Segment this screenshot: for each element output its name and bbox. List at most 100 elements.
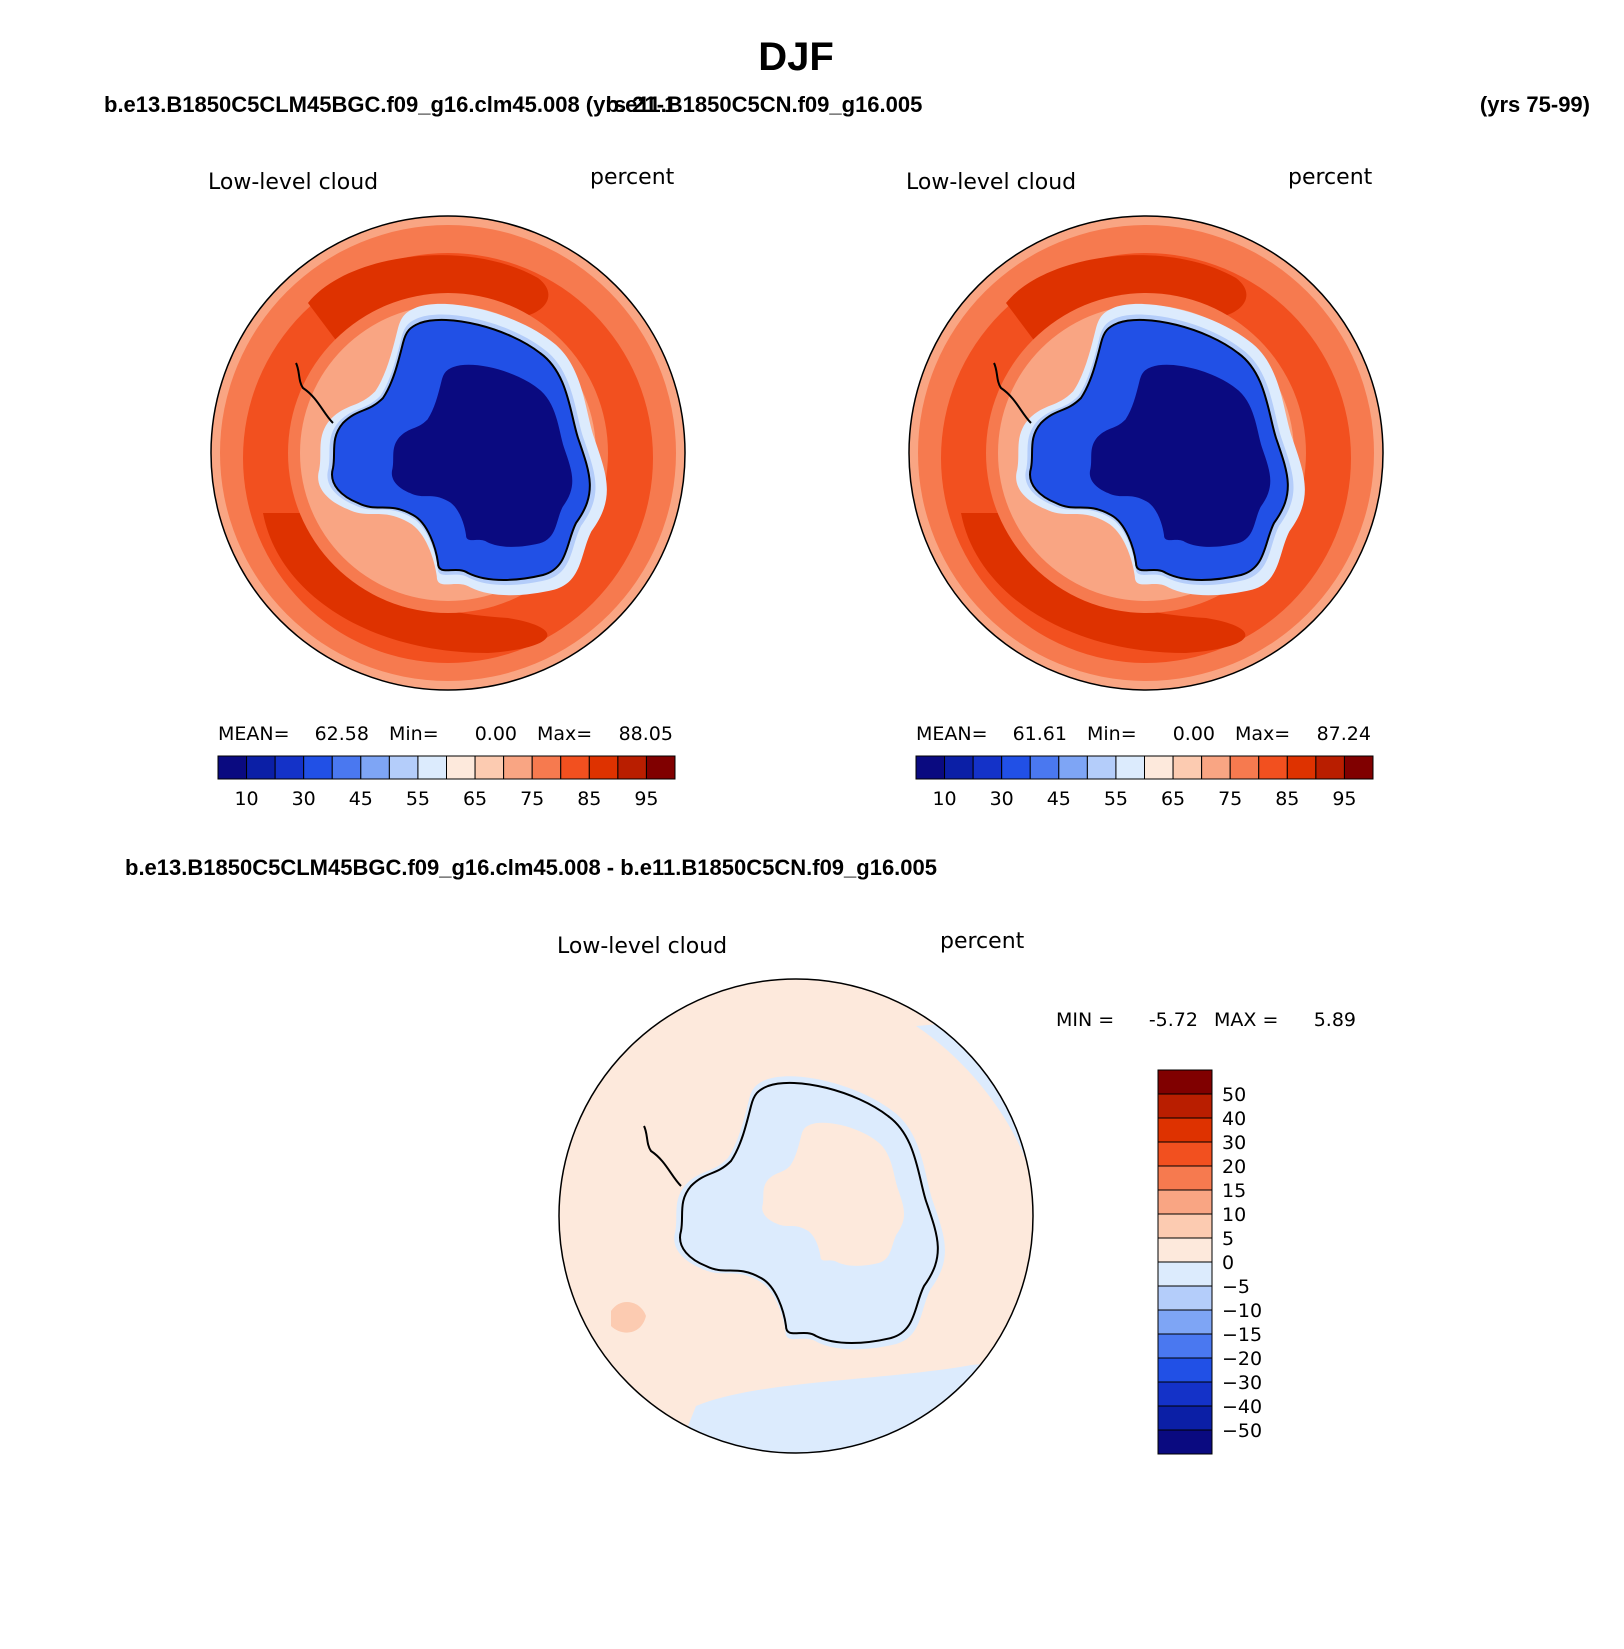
- colorbar-tick-label: 15: [1222, 1180, 1246, 1202]
- colorbar-box: [1086, 755, 1117, 780]
- colorbar-box: [1157, 1165, 1213, 1191]
- colorbar-tick-label: 65: [1161, 788, 1185, 810]
- colorbar-tick-label: 50: [1222, 1084, 1246, 1106]
- diff-panel: Low-level cloud percent MIN = -5.72 MAX …: [557, 929, 1356, 1455]
- colorbar-box: [1157, 1429, 1213, 1455]
- diff-warm-patch: [611, 1301, 646, 1333]
- colorbar-box: [274, 755, 305, 780]
- colorbar-box: [246, 755, 276, 780]
- colorbar-box: [503, 755, 533, 780]
- right-mean-value: 61.61: [1013, 723, 1067, 745]
- colorbar-tick-label: −50: [1222, 1420, 1262, 1442]
- colorbar-tick-label: 10: [234, 788, 258, 810]
- cloud-max-south: [961, 513, 1246, 653]
- colorbar-box: [617, 755, 647, 780]
- right-map-border: [908, 215, 1384, 691]
- right-colorbar: 10 30 45 55 65 75 85 95: [915, 755, 1374, 810]
- colorbar-box: [1157, 1189, 1213, 1215]
- colorbar-tick-label: 30: [990, 788, 1014, 810]
- colorbar-box: [417, 755, 447, 780]
- right-max-value: 87.24: [1317, 723, 1371, 745]
- diff-max-label: MAX =: [1214, 1009, 1278, 1031]
- left-max-value: 88.05: [619, 723, 673, 745]
- colorbar-box: [446, 755, 476, 780]
- right-years: (yrs 75-99): [1480, 92, 1590, 117]
- colorbar-box: [1157, 1357, 1213, 1383]
- colorbar-box: [915, 755, 946, 780]
- colorbar-box: [1115, 755, 1145, 780]
- left-mean-value: 62.58: [315, 723, 369, 745]
- colorbar-box: [331, 755, 362, 780]
- colorbar-tick-label: 20: [1222, 1156, 1246, 1178]
- colorbar-box: [588, 755, 619, 780]
- left-mean-label: MEAN=: [218, 723, 290, 745]
- colorbar-box: [1029, 755, 1060, 780]
- left-panel: Low-level cloud percent MEAN= 62.58 Min=…: [208, 165, 686, 810]
- colorbar-box: [1157, 1237, 1213, 1263]
- colorbar-box: [1229, 755, 1260, 780]
- colorbar-box: [1157, 1309, 1213, 1335]
- left-units-label: percent: [590, 165, 675, 190]
- colorbar-tick-label: 85: [577, 788, 601, 810]
- colorbar-box: [217, 755, 248, 780]
- colorbar-tick-label: 75: [1218, 788, 1242, 810]
- colorbar-tick-label: −40: [1222, 1396, 1262, 1418]
- right-max-label: Max=: [1235, 723, 1290, 745]
- colorbar-tick-label: −5: [1222, 1276, 1250, 1298]
- colorbar-tick-label: 10: [932, 788, 956, 810]
- left-max-label: Max=: [537, 723, 592, 745]
- diff-case-title: b.e13.B1850C5CLM45BGC.f09_g16.clm45.008 …: [125, 855, 937, 880]
- right-map-fill: [909, 216, 1383, 690]
- colorbar-box: [1157, 1141, 1213, 1167]
- colorbar-tick-label: 45: [1047, 788, 1071, 810]
- left-variable-label: Low-level cloud: [208, 170, 378, 195]
- diff-min-label: MIN =: [1056, 1009, 1114, 1031]
- diff-max-value: 5.89: [1314, 1009, 1356, 1031]
- diff-map-fill: [559, 979, 1033, 1453]
- left-min-value: 0.00: [475, 723, 517, 745]
- colorbar-tick-label: 95: [634, 788, 658, 810]
- colorbar-box: [1201, 755, 1231, 780]
- colorbar-box: [1157, 1117, 1213, 1143]
- right-min-label: Min=: [1087, 723, 1137, 745]
- colorbar-box: [1157, 1261, 1213, 1287]
- colorbar-box: [1286, 755, 1317, 780]
- diff-variable-label: Low-level cloud: [557, 934, 727, 959]
- colorbar-box: [1258, 755, 1288, 780]
- colorbar-box: [944, 755, 974, 780]
- colorbar-box: [1315, 755, 1345, 780]
- colorbar-tick-label: −15: [1222, 1324, 1262, 1346]
- colorbar-tick-label: 55: [406, 788, 430, 810]
- colorbar-box: [1157, 1405, 1213, 1431]
- colorbar-box: [388, 755, 419, 780]
- left-map: [211, 216, 685, 690]
- colorbar-box: [474, 755, 505, 780]
- colorbar-box: [1157, 1381, 1213, 1407]
- colorbar-tick-label: 95: [1332, 788, 1356, 810]
- cloud-max-south: [263, 513, 548, 653]
- right-variable-label: Low-level cloud: [906, 170, 1076, 195]
- colorbar-box: [1058, 755, 1088, 780]
- colorbar-box: [1172, 755, 1203, 780]
- colorbar-box: [303, 755, 333, 780]
- right-panel: Low-level cloud percent MEAN= 61.61 Min=…: [906, 165, 1384, 810]
- colorbar-tick-label: −10: [1222, 1300, 1262, 1322]
- colorbar-box: [1157, 1213, 1213, 1239]
- right-case-title: b.e11.B1850C5CN.f09_g16.005: [606, 92, 923, 117]
- left-colorbar: 10 30 45 55 65 75 85 95: [217, 755, 676, 810]
- colorbar-box: [1343, 755, 1374, 780]
- colorbar-tick-label: 65: [463, 788, 487, 810]
- left-map-border: [210, 215, 686, 691]
- diff-min-value: -5.72: [1149, 1009, 1198, 1031]
- colorbar-tick-label: 30: [292, 788, 316, 810]
- right-map: [909, 216, 1383, 690]
- colorbar-tick-label: −30: [1222, 1372, 1262, 1394]
- colorbar-box: [560, 755, 590, 780]
- right-mean-label: MEAN=: [916, 723, 988, 745]
- colorbar-box: [360, 755, 390, 780]
- colorbar-box: [972, 755, 1003, 780]
- colorbar-box: [645, 755, 676, 780]
- left-map-fill: [211, 216, 685, 690]
